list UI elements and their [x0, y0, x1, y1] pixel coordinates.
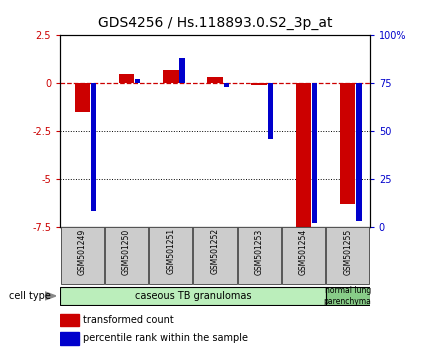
FancyBboxPatch shape [237, 227, 281, 284]
Bar [91, 83, 96, 211]
Text: GSM501253: GSM501253 [255, 228, 264, 275]
FancyBboxPatch shape [61, 227, 104, 284]
Bar [179, 58, 185, 83]
Bar [252, 83, 267, 85]
Text: GSM501250: GSM501250 [122, 228, 131, 275]
Text: transformed count: transformed count [83, 315, 174, 325]
FancyBboxPatch shape [105, 227, 148, 284]
Bar [224, 83, 229, 87]
Bar [60, 314, 79, 326]
Bar [207, 78, 223, 83]
Polygon shape [45, 292, 56, 300]
Text: GDS4256 / Hs.118893.0.S2_3p_at: GDS4256 / Hs.118893.0.S2_3p_at [98, 16, 332, 30]
Bar [268, 83, 273, 139]
Bar [119, 74, 134, 83]
Bar [356, 83, 362, 221]
Text: percentile rank within the sample: percentile rank within the sample [83, 333, 249, 343]
FancyBboxPatch shape [60, 287, 326, 305]
Text: cell type: cell type [9, 291, 50, 301]
Bar [74, 83, 90, 112]
Text: GSM501251: GSM501251 [166, 228, 175, 274]
Text: GSM501255: GSM501255 [343, 228, 352, 275]
Text: GSM501252: GSM501252 [211, 228, 219, 274]
Text: caseous TB granulomas: caseous TB granulomas [135, 291, 251, 301]
Bar [312, 83, 317, 223]
Bar [135, 79, 141, 83]
Bar [340, 83, 356, 204]
Text: normal lung
parenchyma: normal lung parenchyma [324, 286, 372, 306]
FancyBboxPatch shape [326, 287, 370, 305]
FancyBboxPatch shape [282, 227, 325, 284]
Bar [60, 332, 79, 345]
Text: GSM501249: GSM501249 [78, 228, 87, 275]
Text: GSM501254: GSM501254 [299, 228, 308, 275]
FancyBboxPatch shape [149, 227, 193, 284]
FancyBboxPatch shape [194, 227, 236, 284]
Bar [296, 83, 311, 227]
FancyBboxPatch shape [326, 227, 369, 284]
Bar [163, 70, 178, 83]
